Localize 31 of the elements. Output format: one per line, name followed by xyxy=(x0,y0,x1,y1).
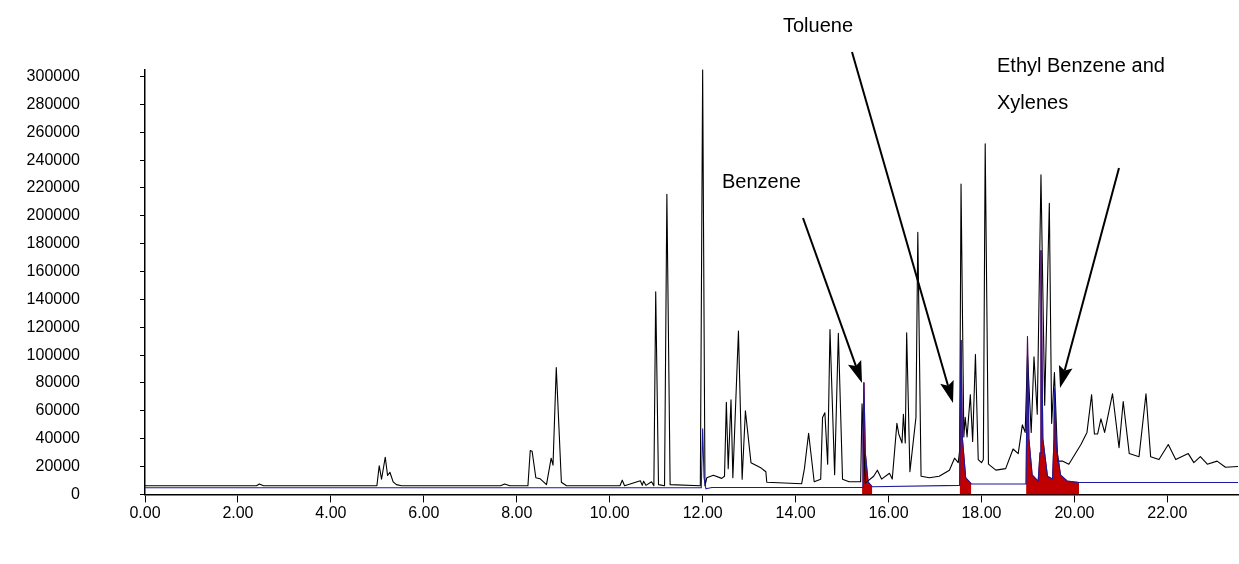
x-tick-label: 12.00 xyxy=(682,504,723,522)
y-tick-label: 0 xyxy=(71,484,81,502)
x-tick-label: 10.00 xyxy=(589,504,630,522)
y-tick-label: 300000 xyxy=(26,66,81,84)
y-tick-label: 120000 xyxy=(26,317,81,335)
y-tick-label: 240000 xyxy=(26,150,81,168)
x-tick-label: 22.00 xyxy=(1147,504,1188,522)
y-tick-label: 280000 xyxy=(26,94,81,112)
x-tick-label: 14.00 xyxy=(775,504,816,522)
x-tick-label: 2.00 xyxy=(222,504,254,522)
x-tick-label: 4.00 xyxy=(315,504,347,522)
x-tick-label: 6.00 xyxy=(408,504,440,522)
y-tick-label: 100000 xyxy=(26,345,81,363)
x-tick-label: 8.00 xyxy=(501,504,533,522)
y-tick-label: 180000 xyxy=(26,234,81,252)
y-tick-label: 220000 xyxy=(26,178,81,196)
y-tick-label: 40000 xyxy=(35,429,81,447)
y-tick-label: 80000 xyxy=(35,373,81,391)
x-tick-label: 18.00 xyxy=(961,504,1002,522)
y-tick-label: 200000 xyxy=(26,206,81,224)
annotation: Benzene xyxy=(722,169,802,194)
annotation: Ethyl Benzene and Xylenes xyxy=(997,53,1166,115)
y-tick-label: 260000 xyxy=(26,122,81,140)
y-tick-label: 140000 xyxy=(26,289,81,307)
y-tick-label: 160000 xyxy=(26,261,81,279)
text: Toluene xyxy=(783,13,855,38)
y-tick-label: 20000 xyxy=(35,456,81,474)
y-tick-label: 60000 xyxy=(35,401,81,419)
x-tick-label: 20.00 xyxy=(1054,504,1095,522)
x-tick-label: 0.00 xyxy=(129,504,161,522)
x-tick-label: 16.00 xyxy=(868,504,909,522)
